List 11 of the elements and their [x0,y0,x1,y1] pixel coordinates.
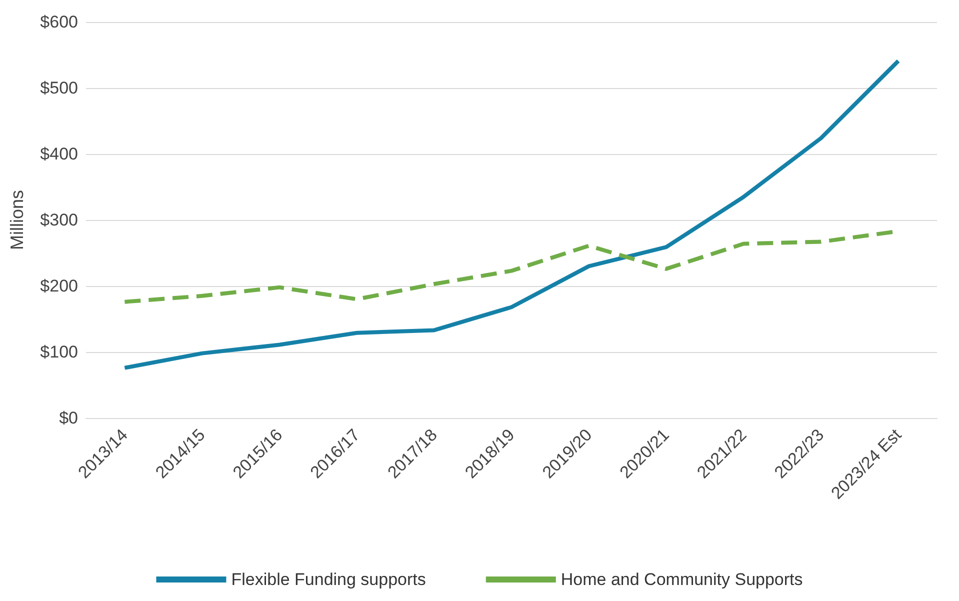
legend-label: Home and Community Supports [560,570,803,589]
legend-label: Flexible Funding supports [231,570,426,589]
y-tick-label: $0 [59,408,78,428]
y-tick-label: $400 [40,144,78,164]
y-tick-label: $600 [40,12,78,32]
y-tick-label: $100 [40,342,78,362]
y-tick-label: $500 [40,78,78,98]
y-tick-label: $300 [40,210,78,230]
line-series [122,58,900,370]
y-axis-title: Millions [7,190,27,250]
y-tick-label: $200 [40,276,78,296]
